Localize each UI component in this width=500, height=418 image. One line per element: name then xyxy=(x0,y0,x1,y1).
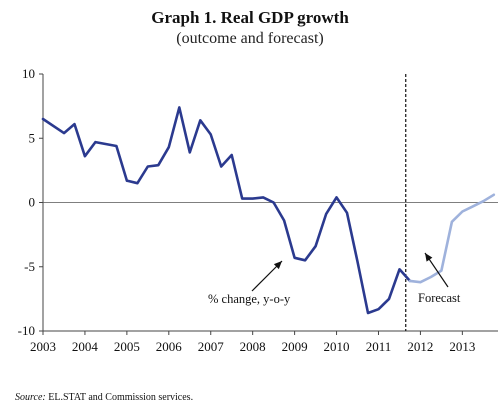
x-tick-label: 2012 xyxy=(407,339,433,354)
y-axis-ticks: 10 5 0 -5 -10 xyxy=(18,66,43,338)
source-label: Source: xyxy=(15,392,46,403)
x-tick-label: 2013 xyxy=(449,339,475,354)
arrow-forecast-head xyxy=(425,253,433,262)
series-lines xyxy=(41,106,496,315)
y-tick-label: 0 xyxy=(29,195,36,210)
annotations: % change, y-o-y Forecast xyxy=(208,252,461,306)
y-tick-label: -10 xyxy=(18,323,35,338)
x-axis-ticks: 2003 2004 2005 2006 2007 2008 2009 2010 2011 2012… xyxy=(30,331,475,354)
y-tick-label: 5 xyxy=(29,130,36,145)
x-tick-label: 2011 xyxy=(366,339,392,354)
chart-title: Graph 1. Real GDP growth xyxy=(151,8,349,27)
x-tick-label: 2003 xyxy=(30,339,56,354)
y-tick-label: -5 xyxy=(24,259,35,274)
x-tick-label: 2004 xyxy=(72,339,99,354)
arrow-pct-change-head xyxy=(273,261,282,270)
x-tick-label: 2005 xyxy=(114,339,140,354)
y-tick-label: 10 xyxy=(22,66,35,81)
x-tick-label: 2010 xyxy=(324,339,350,354)
chart-subtitle: (outcome and forecast) xyxy=(176,30,324,47)
annotation-forecast: Forecast xyxy=(418,291,461,305)
series-line-outcome xyxy=(41,106,412,315)
annotation-pct-change: % change, y-o-y xyxy=(208,292,291,306)
x-tick-label: 2009 xyxy=(282,339,308,354)
source-note: Source: EL.STAT and Commission services. xyxy=(15,392,193,403)
x-tick-label: 2006 xyxy=(156,339,183,354)
series-line-forecast xyxy=(408,193,496,284)
x-tick-label: 2008 xyxy=(240,339,266,354)
x-tick-label: 2007 xyxy=(198,339,225,354)
source-text: EL.STAT and Commission services. xyxy=(48,392,194,403)
